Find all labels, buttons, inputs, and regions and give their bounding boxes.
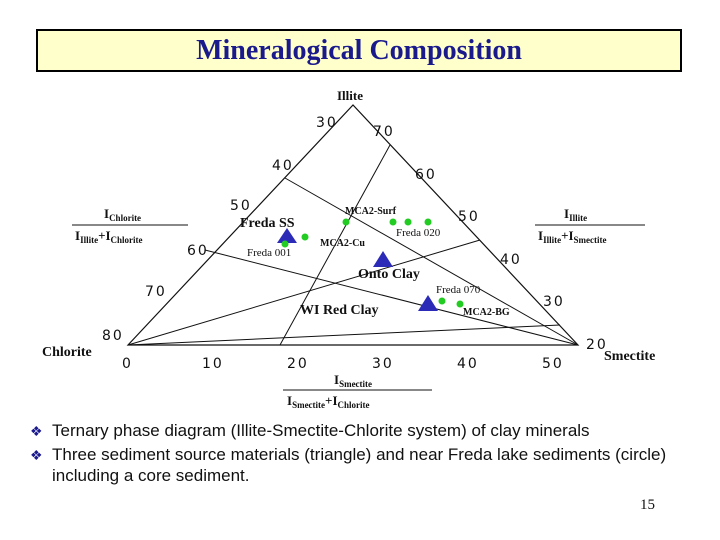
bullet-text: Ternary phase diagram (Illite-Smectite-C… (52, 421, 590, 440)
bottom-formula: ISmectite ISmectite+IChlorite (283, 372, 432, 410)
sample-label: MCA2-Cu (320, 238, 365, 249)
circle-marker (404, 218, 412, 226)
grid-line (127, 324, 561, 346)
bullet-list: ❖ Ternary phase diagram (Illite-Smectite… (30, 420, 700, 488)
circle-marker (456, 300, 464, 308)
bottom-tick: 10 (202, 356, 224, 372)
left-tick: 30 (316, 115, 338, 131)
left-tick: 70 (145, 284, 167, 300)
circle-marker (389, 218, 397, 226)
circle-marker (424, 218, 432, 226)
grid-line (279, 144, 391, 346)
grid-line (127, 239, 481, 346)
slide-title: Mineralogical Composition (196, 34, 522, 66)
svg-text:IChlorite: IChlorite (104, 206, 141, 223)
circle-marker (301, 233, 309, 241)
sample-label: Freda 020 (396, 227, 441, 239)
svg-text:IIllite+ISmectite: IIllite+ISmectite (538, 228, 607, 245)
page-number: 15 (640, 497, 655, 513)
right-formula: IIllite IIllite+ISmectite (535, 206, 645, 245)
right-tick: 40 (500, 252, 522, 268)
right-tick: 30 (543, 294, 565, 310)
circle-marker (281, 240, 289, 248)
apex-label: Illite (337, 88, 363, 103)
sample-label: Freda 070 (436, 284, 481, 296)
left-formula: IChlorite IIllite+IChlorite (72, 206, 188, 245)
triangle-label: WI Red Clay (300, 303, 379, 318)
svg-text:IIllite: IIllite (564, 206, 587, 223)
bottom-tick: 0 (122, 356, 133, 372)
bullet-item: ❖ Three sediment source materials (trian… (30, 444, 700, 486)
left-corner-label: Chlorite (42, 345, 92, 360)
right-corner-label: Smectite (604, 349, 655, 364)
bottom-tick: 50 (542, 356, 564, 372)
left-tick: 50 (230, 198, 252, 214)
grid-line (284, 177, 579, 346)
right-tick: 50 (458, 209, 480, 225)
diamond-bullet-icon: ❖ (30, 423, 43, 439)
left-tick: 40 (272, 158, 294, 174)
sample-label: Freda 001 (247, 247, 291, 259)
triangle-label: Onto Clay (358, 267, 420, 282)
svg-text:ISmectite+IChlorite: ISmectite+IChlorite (287, 393, 370, 410)
svg-text:ISmectite: ISmectite (334, 372, 372, 389)
bottom-tick: 40 (457, 356, 479, 372)
circle-marker (438, 297, 446, 305)
title-banner: Mineralogical Composition (36, 29, 682, 72)
sample-label: MCA2-Surf (345, 206, 397, 217)
bullet-item: ❖ Ternary phase diagram (Illite-Smectite… (30, 420, 700, 442)
left-tick: 80 (102, 328, 124, 344)
triangle-marker (277, 228, 297, 243)
ternary-diagram: Illite 30 40 50 60 70 80 70 60 50 40 30 … (42, 88, 655, 410)
diamond-bullet-icon: ❖ (30, 447, 43, 463)
right-tick: 20 (586, 337, 608, 353)
right-tick: 60 (415, 167, 437, 183)
right-tick: 70 (373, 124, 395, 140)
svg-text:IIllite+IChlorite: IIllite+IChlorite (75, 228, 143, 245)
grid-line (204, 249, 579, 346)
circle-marker (342, 218, 350, 226)
triangle-marker (418, 295, 438, 311)
bottom-tick: 30 (372, 356, 394, 372)
left-tick: 60 (187, 243, 209, 259)
bottom-tick: 20 (287, 356, 309, 372)
triangle-label: Freda SS (240, 216, 295, 231)
outer-triangle (126, 104, 580, 346)
triangle-marker (373, 251, 393, 267)
sample-label: MCA2-BG (463, 307, 510, 318)
bullet-text: Three sediment source materials (triangl… (52, 445, 667, 485)
